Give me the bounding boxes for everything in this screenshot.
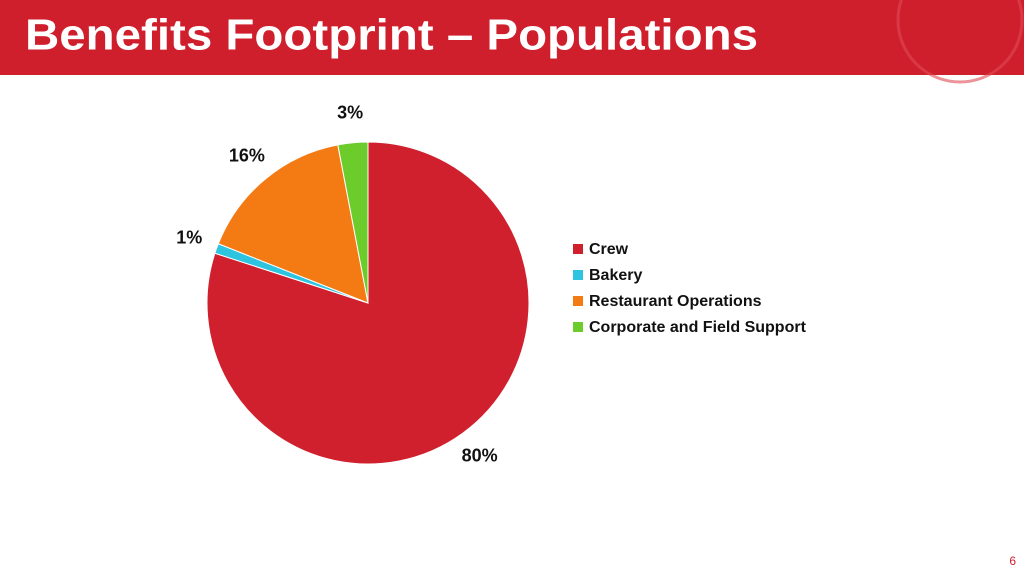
- logo-watermark: [896, 0, 1024, 84]
- legend-label: Bakery: [589, 267, 642, 284]
- pie-slice: [217, 144, 369, 304]
- data-label: 3%: [337, 103, 363, 123]
- legend-label: Restaurant Operations: [589, 293, 762, 310]
- page-number: 6: [1009, 554, 1016, 568]
- legend-swatch: [573, 322, 583, 332]
- legend-swatch: [573, 244, 583, 254]
- legend-swatch: [573, 296, 583, 306]
- legend-label: Corporate and Field Support: [589, 319, 807, 336]
- data-label: 1%: [176, 227, 202, 247]
- pie-slice: [337, 141, 369, 304]
- header-band: [0, 0, 1024, 75]
- legend: Crew Bakery Restaurant Operations Corporate…: [573, 241, 807, 336]
- legend-swatch: [573, 270, 583, 280]
- data-label: 16%: [229, 145, 265, 165]
- slide-title: Benefits Footprint – Populations: [25, 11, 758, 60]
- pie-chart: 80% 1% 16% 3%: [176, 103, 530, 465]
- data-label: 80%: [462, 445, 498, 465]
- legend-label: Crew: [589, 241, 629, 258]
